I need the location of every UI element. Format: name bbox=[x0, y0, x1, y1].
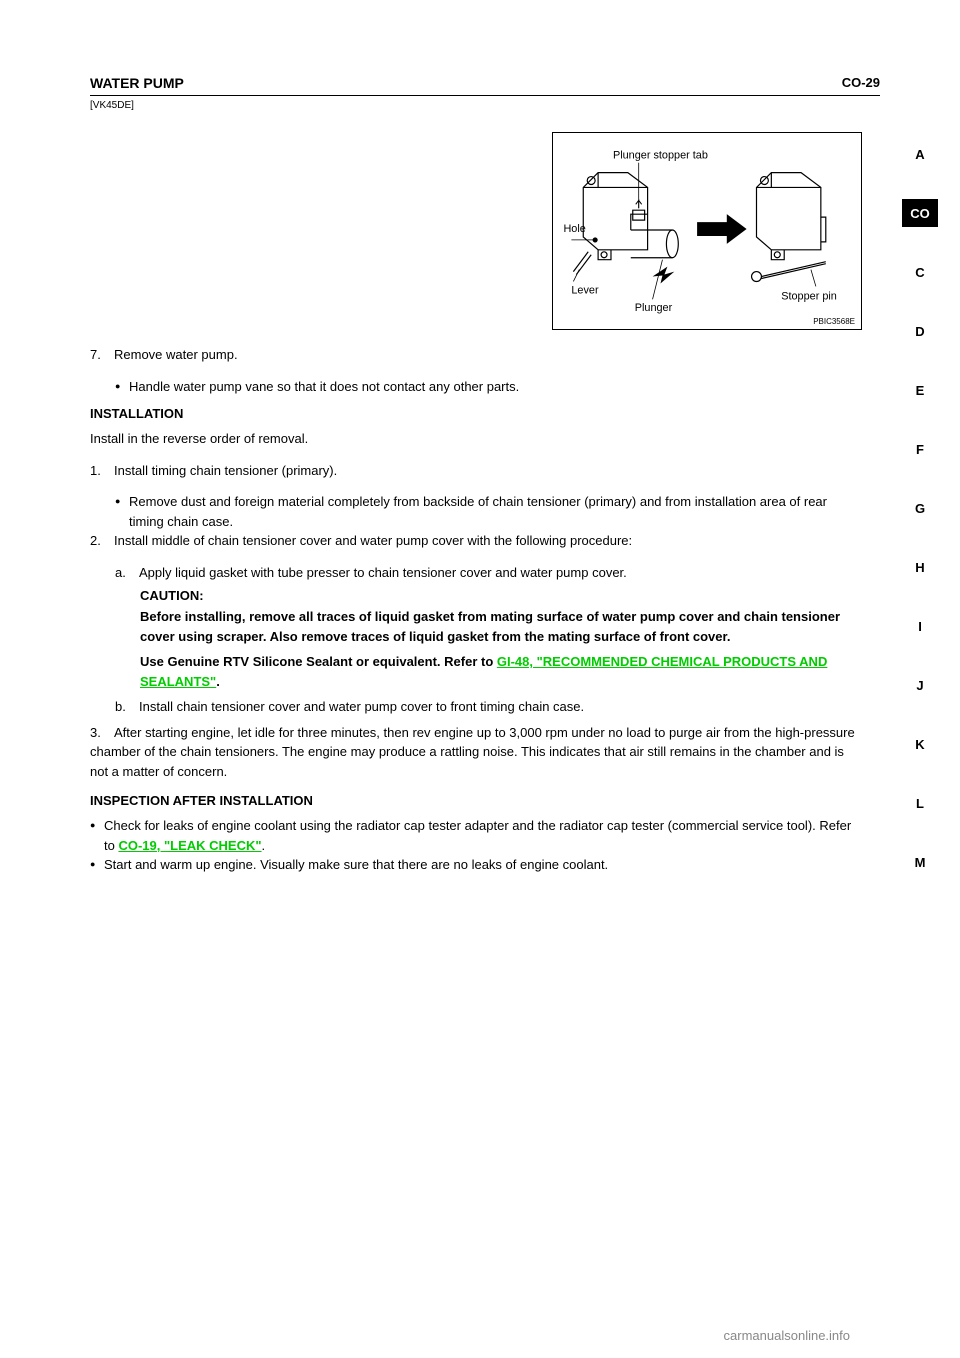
step-2-text: Install middle of chain tensioner cover … bbox=[114, 533, 632, 548]
inspection-period: . bbox=[262, 838, 266, 853]
sealant-label: Use Genuine RTV Silicone Sealant or equi… bbox=[140, 654, 497, 669]
tab-d[interactable]: D bbox=[902, 317, 938, 345]
caution-label: CAUTION: bbox=[140, 588, 860, 603]
step-1: 1.Install timing chain tensioner (primar… bbox=[90, 461, 860, 481]
sealant-period: . bbox=[216, 674, 220, 689]
tab-h[interactable]: H bbox=[902, 553, 938, 581]
installation-heading: INSTALLATION bbox=[90, 406, 860, 421]
step-2a: a.Apply liquid gasket with tube presser … bbox=[115, 563, 860, 583]
label-hole: Hole bbox=[563, 223, 585, 235]
tab-j[interactable]: J bbox=[902, 671, 938, 699]
tab-e[interactable]: E bbox=[902, 376, 938, 404]
caution-text: Before installing, remove all traces of … bbox=[140, 607, 860, 646]
tab-k[interactable]: K bbox=[902, 730, 938, 758]
step-7-bullet: Handle water pump vane so that it does n… bbox=[115, 377, 860, 397]
label-plunger-stopper-tab: Plunger stopper tab bbox=[613, 150, 708, 162]
tensioner-diagram: Plunger stopper tab Hole Lever Plunger S… bbox=[553, 133, 861, 329]
tab-g[interactable]: G bbox=[902, 494, 938, 522]
step-2-number: 2. bbox=[90, 531, 114, 551]
inspection-link[interactable]: CO-19, "LEAK CHECK" bbox=[118, 838, 261, 853]
header-title: WATER PUMP bbox=[90, 75, 184, 91]
step-2a-text: Apply liquid gasket with tube presser to… bbox=[139, 565, 627, 580]
step-1-bullet: Remove dust and foreign material complet… bbox=[115, 492, 860, 531]
tab-m[interactable]: M bbox=[902, 848, 938, 876]
label-lever: Lever bbox=[571, 284, 599, 296]
step-2b-number: b. bbox=[115, 697, 139, 717]
step-7: 7.Remove water pump. bbox=[90, 345, 860, 365]
install-text: Install in the reverse order of removal. bbox=[90, 429, 860, 449]
label-plunger: Plunger bbox=[635, 302, 673, 314]
side-tab-list: A CO C D E F G H I J K L M bbox=[902, 140, 938, 907]
step-3-text: After starting engine, let idle for thre… bbox=[90, 725, 855, 779]
step-2b: b.Install chain tensioner cover and wate… bbox=[115, 697, 860, 717]
step-7-text: Remove water pump. bbox=[114, 347, 238, 362]
step-3: 3.After starting engine, let idle for th… bbox=[90, 723, 860, 782]
step-1-text: Install timing chain tensioner (primary)… bbox=[114, 463, 337, 478]
tab-f[interactable]: F bbox=[902, 435, 938, 463]
tab-a[interactable]: A bbox=[902, 140, 938, 168]
diagram-code: PBIC3568E bbox=[813, 317, 855, 326]
tab-c[interactable]: C bbox=[902, 258, 938, 286]
arrow-right-icon bbox=[697, 214, 746, 244]
header-divider bbox=[90, 95, 880, 96]
subheader: [VK45DE] bbox=[90, 100, 134, 111]
tab-co[interactable]: CO bbox=[902, 199, 938, 227]
page-number: CO-29 bbox=[842, 75, 880, 90]
tab-i[interactable]: I bbox=[902, 612, 938, 640]
step-2: 2.Install middle of chain tensioner cove… bbox=[90, 531, 860, 551]
label-stopper-pin: Stopper pin bbox=[781, 290, 837, 302]
inspection-bullet-2: Start and warm up engine. Visually make … bbox=[90, 855, 860, 875]
tab-l[interactable]: L bbox=[902, 789, 938, 817]
content-area: 7.Remove water pump. Handle water pump v… bbox=[90, 345, 860, 875]
footer-link[interactable]: carmanualsonline.info bbox=[724, 1328, 850, 1343]
step-2a-number: a. bbox=[115, 563, 139, 583]
diagram-figure: Plunger stopper tab Hole Lever Plunger S… bbox=[552, 132, 862, 330]
inspection-heading: INSPECTION AFTER INSTALLATION bbox=[90, 793, 860, 808]
step-3-number: 3. bbox=[90, 723, 114, 743]
sealant-text: Use Genuine RTV Silicone Sealant or equi… bbox=[140, 652, 860, 691]
step-2b-text: Install chain tensioner cover and water … bbox=[139, 699, 584, 714]
step-1-number: 1. bbox=[90, 461, 114, 481]
step-7-number: 7. bbox=[90, 345, 114, 365]
inspection-bullet-1: Check for leaks of engine coolant using … bbox=[90, 816, 860, 855]
